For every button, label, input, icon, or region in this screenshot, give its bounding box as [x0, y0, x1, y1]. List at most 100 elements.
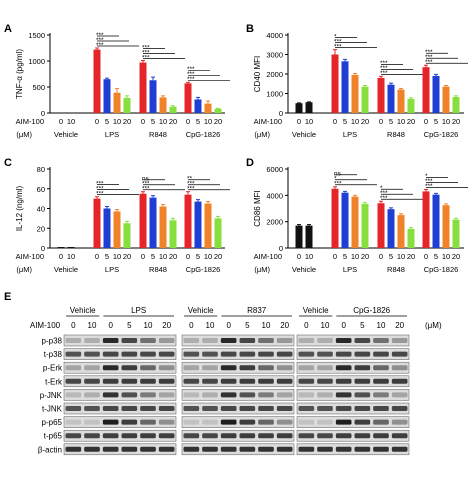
y-tick-label: 1000	[28, 57, 45, 66]
blot-band	[84, 392, 100, 398]
blot-band	[354, 378, 371, 384]
bar	[377, 203, 385, 248]
blot-band	[121, 378, 138, 384]
blot-band	[258, 351, 274, 357]
blot-band	[317, 433, 333, 439]
bar	[331, 54, 339, 113]
significance-label: ***	[96, 32, 104, 39]
significance-label: *	[425, 173, 428, 180]
blot-band	[391, 338, 408, 343]
dose-row-label: AIM-100	[254, 117, 282, 126]
blot-band	[276, 419, 293, 425]
blot-band	[373, 446, 389, 452]
blot-band	[102, 378, 119, 384]
bar	[67, 112, 75, 114]
significance-label: *	[380, 185, 383, 192]
blot-band	[276, 351, 293, 357]
dose-tick-label: 10	[397, 252, 405, 261]
blot-band	[317, 378, 333, 384]
dose-tick-label: 20	[452, 252, 460, 261]
y-axis-label: IL-12 (ng/ml)	[15, 185, 24, 231]
blot-band	[391, 392, 408, 398]
bar	[93, 49, 101, 113]
blot-band	[102, 365, 119, 371]
blot-band	[202, 433, 218, 439]
y-tick-label: 2000	[266, 218, 283, 227]
significance-label: ***	[425, 183, 433, 190]
blot-strip	[296, 334, 410, 347]
blot-dose-label: 20	[395, 321, 404, 330]
blot-band	[276, 338, 293, 343]
dose-tick-label: 0	[59, 252, 63, 261]
blot-strip	[181, 361, 295, 374]
y-axis-label: TNF-α (pg/ml)	[15, 49, 24, 99]
significance-label: ***	[142, 49, 150, 56]
blot-strip	[63, 429, 177, 442]
blot-band	[354, 392, 371, 398]
blot-dose-label: 0	[108, 321, 113, 330]
blot-strip	[181, 334, 295, 347]
blot-band	[239, 419, 256, 425]
blot-band	[391, 365, 408, 371]
bar	[139, 193, 147, 248]
blot-band	[276, 406, 293, 411]
blot-band	[276, 392, 293, 398]
blot-band	[354, 351, 371, 357]
y-tick-label: 0	[41, 109, 45, 118]
dose-tick-label: 5	[151, 252, 155, 261]
blot-band	[373, 392, 389, 398]
panel-letter: A	[4, 23, 12, 35]
blot-band	[121, 338, 138, 343]
blot-band	[220, 378, 237, 384]
panel-letter: D	[246, 157, 254, 169]
panel-letter: B	[246, 23, 254, 35]
blot-band	[84, 351, 100, 357]
y-tick-label: 3000	[266, 51, 283, 60]
dose-tick-label: 10	[351, 117, 359, 126]
x-category-label: R848	[387, 265, 405, 274]
blot-dose-label: 5	[245, 321, 250, 330]
blot-band	[121, 365, 138, 371]
blot-band	[391, 351, 408, 357]
blot-band	[335, 365, 352, 371]
blot-band	[158, 433, 175, 439]
dose-tick-label: 5	[343, 117, 347, 126]
blot-band	[158, 392, 175, 398]
blot-band	[140, 406, 156, 411]
blot-band	[354, 446, 371, 452]
blot-band	[239, 446, 256, 452]
dose-tick-label: 20	[361, 252, 369, 261]
blot-band	[84, 433, 100, 439]
blot-band	[258, 433, 274, 439]
blot-band	[202, 338, 218, 343]
blot-band	[65, 392, 82, 398]
x-category-label: Vehicle	[292, 265, 316, 274]
blot-band	[140, 351, 156, 357]
blot-strip	[181, 416, 295, 428]
dose-tick-label: 0	[297, 252, 301, 261]
dose-tick-label: 5	[196, 117, 200, 126]
blot-band	[373, 419, 389, 425]
bar	[432, 194, 440, 248]
x-category-label: Vehicle	[54, 130, 78, 139]
bar	[331, 188, 339, 248]
blot-band	[183, 378, 200, 384]
bar	[159, 206, 167, 248]
dose-tick-label: 10	[204, 252, 212, 261]
bar	[341, 61, 349, 113]
blot-band	[373, 406, 389, 411]
blot-band	[239, 433, 256, 439]
blot-band	[298, 338, 315, 343]
x-category-label: LPS	[343, 130, 357, 139]
blot-band	[258, 392, 274, 398]
y-tick-label: 60	[37, 185, 45, 194]
y-tick-label: 2000	[266, 70, 283, 79]
blot-band	[84, 419, 100, 425]
blot-band	[276, 446, 293, 452]
dose-tick-label: 5	[434, 117, 438, 126]
x-category-label: LPS	[343, 265, 357, 274]
blot-band	[317, 406, 333, 411]
blot-band	[140, 378, 156, 384]
